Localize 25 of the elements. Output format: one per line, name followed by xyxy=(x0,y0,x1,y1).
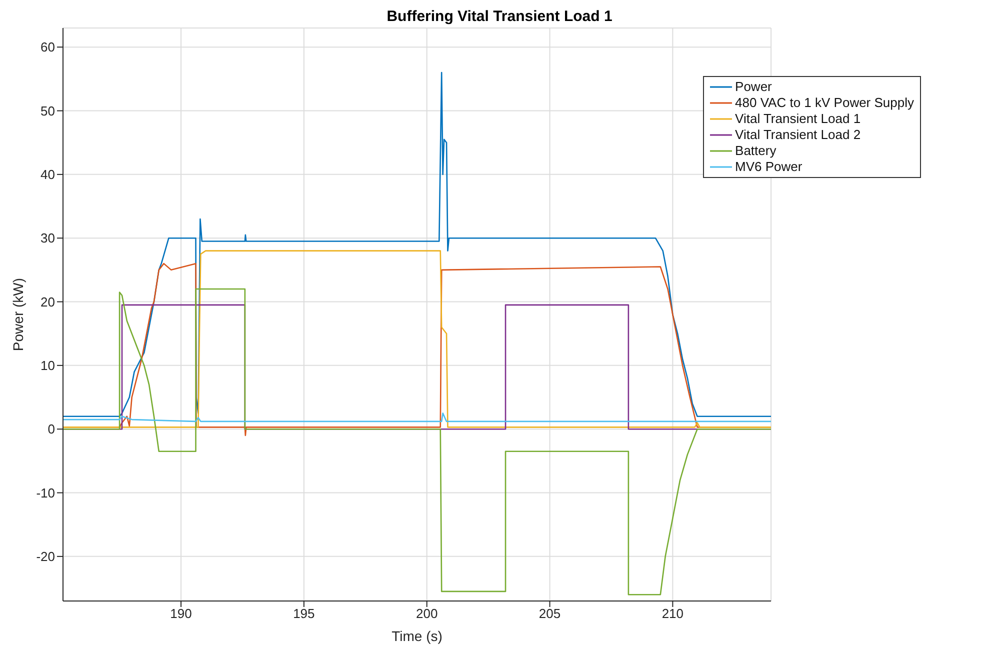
x-tick-label: 200 xyxy=(416,606,438,622)
x-tick-label: 190 xyxy=(170,606,192,622)
x-tick-label: 195 xyxy=(293,606,315,622)
y-tick-label: 10 xyxy=(40,358,55,374)
y-tick-label: 30 xyxy=(40,230,55,246)
legend-label: Battery xyxy=(735,143,776,159)
legend-label: Vital Transient Load 1 xyxy=(735,111,861,127)
legend-label: Power xyxy=(735,79,772,95)
y-tick-label: -20 xyxy=(36,549,55,564)
x-tick-label: 210 xyxy=(662,606,684,622)
y-tick-label: 60 xyxy=(40,40,55,55)
chart-title: Buffering Vital Transient Load 1 xyxy=(386,8,614,26)
x-tick-label: 205 xyxy=(538,606,561,622)
y-tick-label: 40 xyxy=(40,167,55,182)
y-tick-label: -10 xyxy=(36,485,55,500)
line-series xyxy=(63,412,772,422)
y-tick-label: 20 xyxy=(40,294,55,310)
legend-label: Vital Transient Load 2 xyxy=(735,127,861,143)
legend-label: MV6 Power xyxy=(735,159,802,175)
y-axis-title: Power (kW) xyxy=(10,278,26,352)
line-series xyxy=(63,288,772,596)
x-axis-title: Time (s) xyxy=(392,628,442,644)
y-tick-label: 0 xyxy=(48,422,55,437)
y-tick-label: 50 xyxy=(40,103,55,118)
legend-label: 480 VAC to 1 kV Power Supply xyxy=(735,95,914,111)
